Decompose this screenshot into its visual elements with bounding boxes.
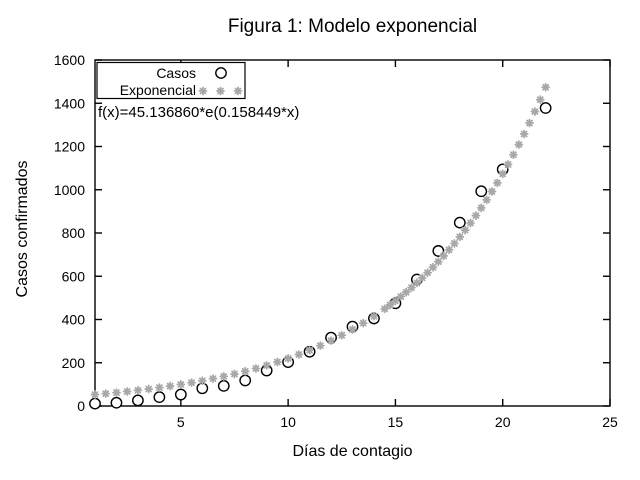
fit-point-asterisk <box>144 384 154 394</box>
fit-point-asterisk <box>487 187 497 196</box>
fit-point-asterisk <box>498 169 508 179</box>
y-tick-label: 600 <box>62 268 86 284</box>
x-tick-label: 25 <box>602 414 618 430</box>
fit-point-asterisk <box>503 160 513 169</box>
fit-point-asterisk <box>315 341 325 351</box>
y-axis-label: Casos confirmados <box>14 161 31 298</box>
fit-point-asterisk <box>525 118 534 128</box>
chart-title: Figura 1: Modelo exponencial <box>228 16 477 37</box>
x-tick-label: 10 <box>280 414 296 430</box>
x-tick-label: 5 <box>177 414 185 430</box>
series-layer <box>89 82 552 410</box>
fit-point-asterisk <box>208 374 218 384</box>
y-tick-label: 1200 <box>54 139 85 155</box>
x-axis-label: Días de contagio <box>292 443 412 460</box>
fit-point-asterisk <box>305 345 314 355</box>
fit-point-asterisk <box>466 218 475 228</box>
legend-marker-circle-icon <box>215 67 227 79</box>
data-point-casos <box>453 216 466 229</box>
fit-point-asterisk <box>482 195 492 205</box>
y-tick-label: 200 <box>62 355 86 371</box>
data-point-casos <box>132 394 144 407</box>
data-point-casos <box>239 374 252 387</box>
y-tick-label: 0 <box>77 398 85 414</box>
y-tick-label: 1600 <box>54 52 85 68</box>
data-point-casos <box>539 102 552 114</box>
fit-point-asterisk <box>385 300 395 310</box>
data-point-casos <box>153 391 166 404</box>
fit-point-asterisk <box>112 388 121 397</box>
fit-point-asterisk <box>509 150 518 160</box>
fit-point-asterisk <box>294 350 304 359</box>
fit-point-asterisk <box>358 318 368 328</box>
data-point-casos <box>217 379 230 392</box>
fit-point-asterisk <box>133 385 143 395</box>
fit-point-asterisk <box>197 376 207 386</box>
fit-equation-annotation: f(x)=45.136860*e(0.158449*x) <box>98 104 299 121</box>
fit-point-asterisk <box>401 287 411 297</box>
fit-point-asterisk <box>230 369 239 379</box>
fit-point-asterisk <box>165 381 175 391</box>
y-tick-label: 1000 <box>54 182 85 198</box>
fit-point-asterisk <box>471 211 481 220</box>
fit-point-asterisk <box>444 245 454 255</box>
fit-point-asterisk <box>433 257 443 267</box>
fit-point-asterisk <box>154 383 164 393</box>
fit-point-asterisk <box>337 330 347 340</box>
fit-point-asterisk <box>417 273 427 283</box>
legend-label-casos: Casos <box>156 65 196 81</box>
fit-point-asterisk <box>240 366 250 376</box>
fit-point-asterisk <box>423 268 433 278</box>
fit-point-asterisk <box>262 360 272 370</box>
fit-point-asterisk <box>348 325 357 334</box>
fit-point-asterisk <box>492 178 502 188</box>
y-tick-label: 1400 <box>54 95 85 111</box>
fit-point-asterisk <box>412 278 422 288</box>
fit-point-asterisk <box>514 140 524 149</box>
fit-point-asterisk <box>283 353 293 363</box>
fit-point-asterisk <box>428 262 438 272</box>
fit-point-asterisk <box>219 372 229 381</box>
fit-point-asterisk <box>460 225 470 235</box>
fit-point-asterisk <box>439 251 449 261</box>
fit-point-asterisk <box>535 95 545 105</box>
legend: Casos Exponencial <box>96 61 246 100</box>
legend-asterisk-icon <box>198 86 208 96</box>
fit-point-asterisk <box>187 378 196 388</box>
data-point-casos <box>174 388 187 401</box>
fit-point-asterisk <box>541 82 551 92</box>
fit-point-asterisk <box>396 292 406 302</box>
y-tick-label: 800 <box>62 225 86 241</box>
fit-point-asterisk <box>272 357 282 367</box>
fit-point-asterisk <box>101 389 111 399</box>
legend-marker-asterisk-icons <box>198 86 243 96</box>
fit-point-asterisk <box>530 107 540 116</box>
x-tick-label: 15 <box>388 414 404 430</box>
fit-point-asterisk <box>450 239 459 248</box>
data-point-casos <box>89 397 101 410</box>
fit-point-asterisk <box>176 380 186 389</box>
fit-point-asterisk <box>519 129 529 139</box>
fit-point-asterisk <box>476 203 486 213</box>
legend-asterisk-icon <box>233 86 243 96</box>
data-point-casos <box>110 396 123 409</box>
fit-point-asterisk <box>90 390 100 399</box>
fit-point-asterisk <box>122 387 132 396</box>
data-point-casos <box>475 185 488 198</box>
fit-point-asterisk <box>380 304 390 314</box>
fit-point-asterisk <box>391 296 400 306</box>
fit-point-asterisk <box>455 232 465 242</box>
y-tick-label: 400 <box>62 312 86 328</box>
fit-point-asterisk <box>326 336 336 346</box>
axes-layer: 5 10 15 20 25 0 200 400 600 800 1000 1200 1400 1600 <box>54 52 618 430</box>
legend-label-exponencial: Exponencial <box>120 82 196 98</box>
fit-point-asterisk <box>251 364 261 373</box>
fit-point-asterisk <box>369 311 379 321</box>
fit-point-asterisk <box>407 283 416 293</box>
legend-asterisk-icon <box>216 86 225 96</box>
x-tick-label: 20 <box>495 414 511 430</box>
